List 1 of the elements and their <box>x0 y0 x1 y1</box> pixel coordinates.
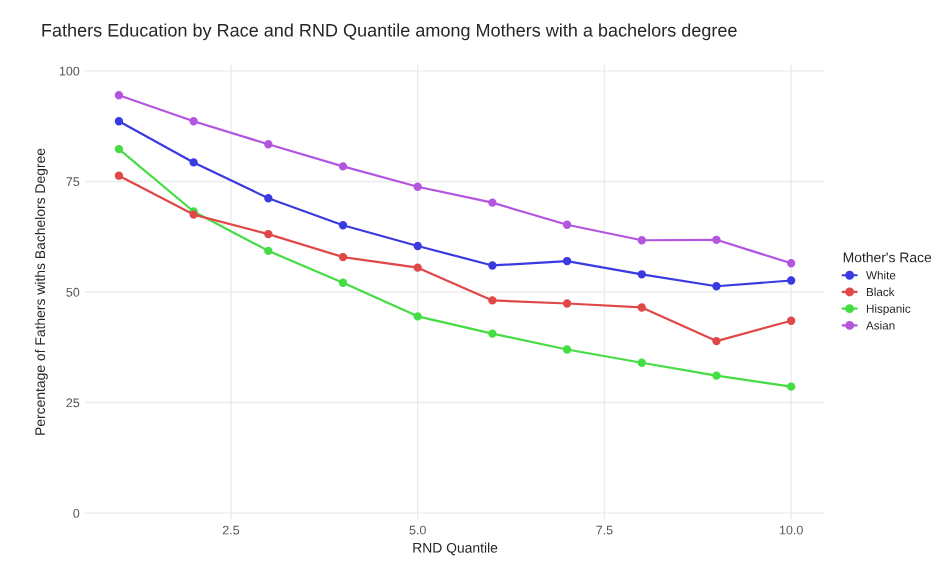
chart-title: Fathers Education by Race and RND Quantile among Mothers with a bachelors degree <box>42 23 737 41</box>
